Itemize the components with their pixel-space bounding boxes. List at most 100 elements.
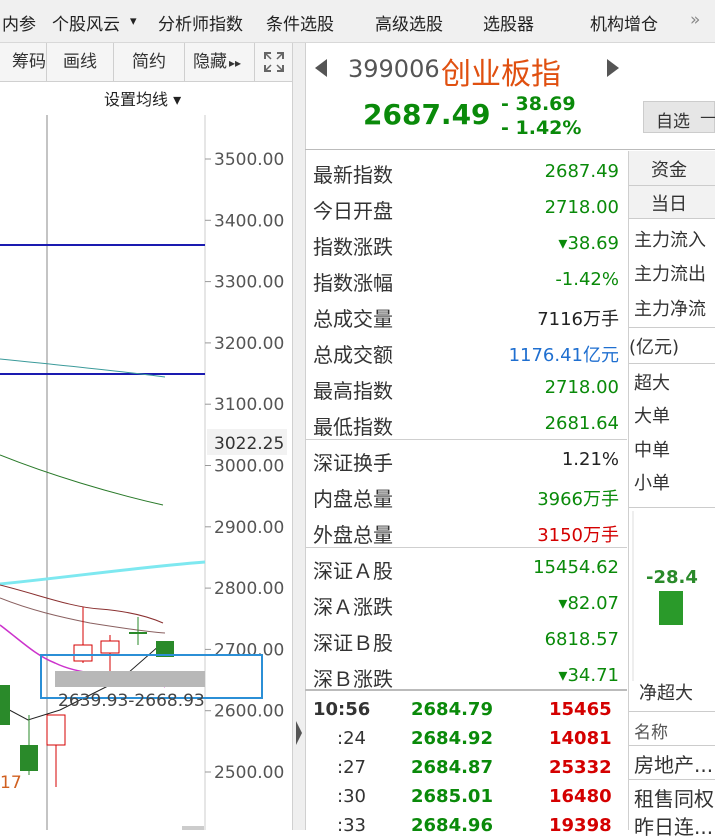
menu-item-analyst-index[interactable]: 分析师指数 [158,15,243,35]
stat-value: 2687.49 [544,161,619,182]
tick-row: :33 2684.96 19398 [305,811,627,840]
selection-box[interactable] [40,654,263,699]
y-tick-label: 3100.00 [214,395,284,415]
stat-value: ▾82.07 [558,593,619,614]
size-m-label: 中单 [634,440,670,461]
stat-label: 总成交量 [313,307,393,331]
stat-row: 深证换手 1.21% [305,441,627,477]
watchlist-dash: — [700,107,715,127]
y-tick-label: 3200.00 [214,334,284,354]
tab-fund[interactable]: 资金 [629,151,715,186]
menu-item-condition-pick[interactable]: 条件选股 [266,15,334,35]
stat-value: 2681.64 [544,413,619,434]
tick-row: :27 2684.87 25332 [305,753,627,782]
draw-line-button[interactable]: 画线 [47,43,114,81]
watchlist-label: 自选 [656,112,690,132]
sector-name[interactable]: 房地产... [634,753,714,777]
menu-item-institution[interactable]: 机构增仓 [590,15,658,35]
stock-name: 创业板指 [441,57,561,92]
name-header: 名称 [634,723,668,743]
stat-value: -1.42% [555,269,619,290]
tab-today-label: 当日 [651,194,687,215]
net-xl-bar-chart [632,511,683,681]
stat-label: 深Ａ涨跌 [313,595,393,619]
stat-label: 最低指数 [313,415,393,439]
stat-value: ▾34.71 [558,665,619,686]
fund-flow-panel: 资金 当日 主力流入 主力流出 主力净流 (亿元) 超大 大单 中单 小单 -2… [628,151,715,839]
double-arrow-icon: ▸▸ [229,56,242,70]
stat-row: 内盘总量 3966万手 [305,477,627,513]
net-xl-bar [659,591,683,625]
tab-today[interactable]: 当日 [629,186,715,219]
y-tick-label: 2800.00 [214,579,284,599]
price-axis: 3500.00 3400.00 3300.00 3200.00 3100.00 3000.… [205,150,284,783]
sector-name[interactable]: 昨日连... [634,815,714,839]
tick-row: 10:56 2684.79 15465 [305,695,627,724]
candles [0,607,174,787]
volume-profile-bar [55,671,205,687]
stat-row: 总成交量 7116万手 [305,297,627,333]
stat-row: 总成交额 1176.41亿元 [305,333,627,369]
low-label: 17 [0,773,22,793]
stat-row: 外盘总量 3150万手 [305,513,627,549]
kline-chart[interactable]: 3500.00 3400.00 3300.00 3200.00 3100.00 3000.… [0,115,292,830]
tick-volume: 16480 [549,786,612,807]
tab-fund-label: 资金 [651,160,687,181]
stat-label: 外盘总量 [313,523,393,547]
y-tick-label: 3300.00 [214,273,284,293]
stat-value: 2718.00 [544,197,619,218]
stat-label: 指数涨幅 [313,271,393,295]
main-outflow-label: 主力流出 [634,264,706,285]
menu-item-advanced-pick[interactable]: 高级选股 [375,15,443,35]
next-stock-icon[interactable] [605,57,621,79]
watchlist-button[interactable]: 自选 — [643,101,715,133]
tick-price: 2685.01 [411,786,493,807]
ma-line-cyan [0,560,206,586]
stat-value: ▾38.69 [558,233,619,254]
y-tick-label: 3500.00 [214,150,284,170]
fullscreen-icon[interactable] [256,43,292,81]
ma-line-teal [0,358,166,378]
panel-splitter[interactable] [292,43,306,830]
more-icon[interactable]: » [690,10,701,30]
size-s-label: 小单 [634,473,670,494]
candle-up [46,714,66,746]
stat-value: 15454.62 [533,557,619,578]
ma-settings-dropdown[interactable]: 设置均线 ▾ [104,90,182,109]
stat-row: 指数涨幅 -1.42% [305,261,627,297]
hide-button[interactable]: 隐藏 ▸▸ [185,43,255,81]
simple-button[interactable]: 简约 [114,43,185,81]
stat-value: 6818.57 [544,629,619,650]
ma-line-dark [0,584,164,624]
stat-label: 深Ｂ涨跌 [313,667,393,691]
tick-time: :27 [337,757,366,778]
chips-button[interactable]: 筹码 [0,43,47,81]
main-net-label: 主力净流 [634,299,706,320]
menu-item-neican[interactable]: 内参 [2,15,36,35]
scroll-thumb[interactable] [182,826,204,830]
stat-label: 最新指数 [313,163,393,187]
stat-label: 内盘总量 [313,487,393,511]
tick-volume: 25332 [549,757,612,778]
tick-volume: 14081 [549,728,612,749]
prev-stock-icon[interactable] [313,57,329,79]
tick-row: :30 2685.01 16480 [305,782,627,811]
tick-price: 2684.96 [411,815,493,836]
y-tick-label: 3000.00 [214,457,284,477]
stat-row: 最新指数 2687.49 [305,153,627,189]
menu-item-stock-picker[interactable]: 选股器 [483,15,534,35]
stat-label: 深证Ｂ股 [313,631,393,655]
stat-value: 3966万手 [537,489,619,510]
sector-name[interactable]: 租售同权 [634,787,714,811]
collapse-arrow-icon[interactable] [293,718,305,748]
stat-row: 深Ｂ涨跌 ▾34.71 [305,657,627,693]
y-tick-label: 2500.00 [214,763,284,783]
stat-row: 深Ａ涨跌 ▾82.07 [305,585,627,621]
tick-price: 2684.79 [411,699,493,720]
stat-row: 深证Ｂ股 6818.57 [305,621,627,657]
menu-item-stock-news[interactable]: 个股风云 [52,15,120,35]
chevron-down-icon[interactable]: ▾ [130,14,137,29]
stat-row: 最高指数 2718.00 [305,369,627,405]
candle-down [156,641,174,657]
stat-row: 最低指数 2681.64 [305,405,627,441]
